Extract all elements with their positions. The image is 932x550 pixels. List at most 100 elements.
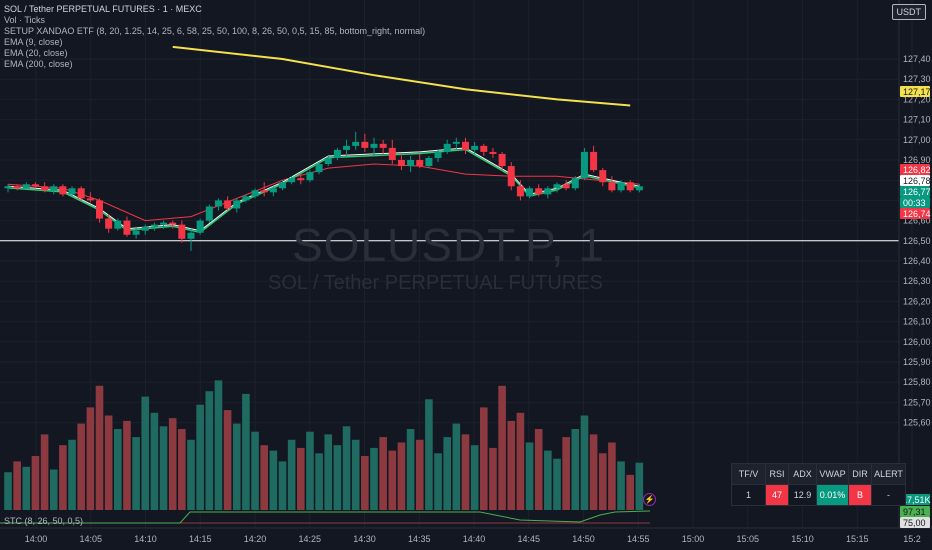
price-tick-label: 127,00: [903, 135, 931, 145]
volume-bar: [287, 439, 296, 510]
candle-body: [306, 172, 314, 181]
volume-bar: [461, 434, 470, 510]
volume-bar: [306, 431, 314, 510]
ema200-line: [172, 45, 631, 107]
volume-bar: [553, 458, 561, 510]
volume-bar: [260, 445, 268, 510]
candle-body: [507, 166, 515, 187]
watermark-name: SOL / Tether PERPETUAL FUTURES: [268, 272, 603, 294]
stc-legend[interactable]: STC (8, 26, 50, 0,5): [4, 516, 84, 526]
volume-bar: [269, 450, 278, 510]
candle-body: [471, 145, 479, 150]
price-tick-label: 125,70: [903, 397, 931, 407]
time-tick-label: 14:20: [244, 534, 267, 544]
table-value-adx: 12.9: [788, 484, 817, 506]
price-tag-bg: [900, 197, 930, 208]
candle-body: [4, 186, 12, 189]
volume-bar: [498, 385, 506, 510]
candle-body: [370, 143, 378, 148]
candle-body: [105, 218, 113, 229]
watermark-symbol: SOLUSDT.P, 1: [292, 219, 605, 271]
price-tick-label: 127,10: [903, 115, 931, 125]
volume-bar: [114, 429, 122, 510]
table-header-rsi: RSI: [765, 463, 789, 485]
volume-bar: [31, 456, 40, 510]
candle-body: [233, 200, 241, 209]
currency-button[interactable]: USDT: [891, 4, 926, 20]
candle-body: [361, 141, 369, 148]
candle-body: [178, 224, 186, 239]
volume-bar: [141, 396, 150, 510]
table-value-alert: -: [871, 484, 906, 506]
lightning-icon[interactable]: ⚡: [643, 493, 656, 506]
volume-bar: [388, 450, 397, 510]
candle-body: [407, 160, 415, 167]
candle-body: [425, 157, 433, 167]
price-tag-bg: [900, 164, 930, 175]
candle-body: [562, 184, 570, 189]
volume-bar: [370, 447, 378, 510]
candle-body: [41, 186, 49, 191]
volume-bar: [159, 426, 168, 510]
candle-body: [86, 198, 94, 201]
candle-body: [251, 190, 259, 197]
table-header-alert: ALERT: [871, 463, 906, 485]
volume-bar: [278, 461, 287, 510]
stc-tag-label: 75,00: [903, 518, 926, 528]
volume-bar: [480, 407, 488, 510]
price-axis[interactable]: 127,40127,30127,20127,10127,00126,90126,…: [903, 54, 931, 428]
candle-body: [315, 164, 323, 173]
ema-lines: [7, 45, 640, 234]
price-tag-label: 126,82: [903, 165, 931, 175]
price-tick-label: 127,30: [903, 74, 931, 84]
volume-bar: [617, 461, 625, 510]
candle-body: [187, 232, 195, 239]
candle-body: [77, 188, 85, 199]
candle-body: [489, 151, 497, 154]
volume-bar: [397, 442, 406, 510]
volume-bar: [635, 462, 644, 510]
volume-bar: [49, 469, 58, 510]
legend-setup[interactable]: SETUP XANDAO ETF (8, 20, 1.25, 14, 25, 6…: [4, 26, 426, 36]
price-tick-label: 126,20: [903, 296, 931, 306]
time-tick-label: 15:00: [682, 534, 705, 544]
candle-body: [379, 143, 387, 148]
volume-bar: [425, 399, 433, 510]
candle-body: [590, 151, 598, 171]
candle-body: [416, 160, 424, 167]
volume-bar: [77, 423, 85, 510]
price-tick-label: 126,30: [903, 276, 931, 286]
volume-bar: [571, 429, 580, 510]
time-tick-label: 14:45: [517, 534, 540, 544]
volume-bar: [534, 429, 543, 510]
legend-ema20[interactable]: EMA (20, close): [4, 48, 68, 58]
time-tick-label: 15:2: [903, 534, 921, 544]
candlestick-series[interactable]: [4, 131, 643, 251]
volume-bar: [598, 453, 607, 510]
volume-bar: [232, 423, 241, 510]
legend-vol[interactable]: Vol · Ticks: [4, 15, 46, 25]
candle-body: [96, 200, 103, 219]
price-tick-label: 125,60: [903, 418, 931, 428]
time-axis[interactable]: 14:00 14:05 14:10 14:15 14:20 14:25 14:30 14:35…: [25, 534, 921, 544]
volume-bar: [525, 442, 534, 510]
volume-bar: [324, 434, 333, 510]
candle-body: [260, 190, 268, 193]
time-tick-label: 14:40: [463, 534, 486, 544]
price-tag-bg: [900, 186, 930, 197]
volume-bar: [489, 447, 497, 510]
candle-body: [535, 188, 543, 195]
candle-body: [269, 188, 277, 193]
legend-title[interactable]: SOL / Tether PERPETUAL FUTURES · 1 · MEX…: [4, 4, 202, 14]
volume-bar: [214, 380, 223, 510]
price-tick-label: 126,50: [903, 236, 931, 246]
indicator-legend: SOL / Tether PERPETUAL FUTURES · 1 · MEX…: [4, 4, 425, 70]
time-tick-label: 15:10: [791, 534, 814, 544]
candle-body: [169, 222, 177, 225]
legend-ema9[interactable]: EMA (9, close): [4, 37, 63, 47]
price-tick-label: 126,90: [903, 155, 931, 165]
volume-bar: [342, 426, 351, 510]
legend-ema200[interactable]: EMA (200, close): [4, 59, 73, 69]
volume-bar: [205, 391, 214, 510]
